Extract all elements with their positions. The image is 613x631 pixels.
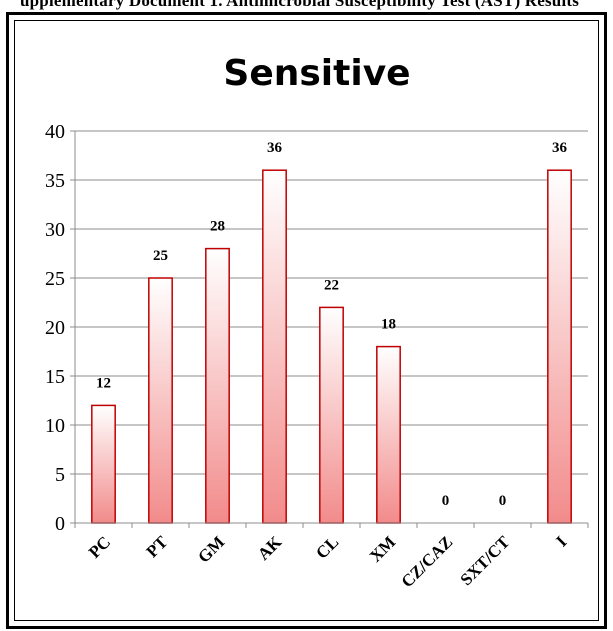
data-label: 25 [153,248,168,264]
bar-xm [376,345,401,524]
x-tick-label: PT [143,532,172,561]
data-labels: 12 25 28 36 22 18 0 0 36 [96,140,568,509]
bar-pc [91,404,116,524]
y-axis-ticks: 0 5 10 15 20 25 30 35 40 [45,121,75,535]
data-label: 18 [381,317,396,333]
x-tick-label: PC [85,532,114,561]
bar-cl [319,306,344,524]
bar-i [547,169,572,524]
data-label: 36 [267,140,283,156]
y-tick-label: 5 [55,464,65,486]
caption-strip: upplementary Document 1. Antimicrobial S… [0,0,613,14]
data-label: 0 [499,493,507,509]
bar-gm [205,247,230,524]
data-label: 28 [210,219,225,235]
x-tick-label: AK [254,532,286,564]
x-tick-label: CL [312,532,342,562]
x-tick-label: XM [366,532,399,565]
chart-frame-inner [14,20,599,621]
chart-frame-outer [6,12,607,629]
x-tick-label: GM [194,532,228,566]
data-label: 12 [96,375,111,391]
x-tick-label: SXT/CT [456,532,513,589]
bars [91,169,572,524]
y-tick-label: 20 [45,317,65,339]
y-tick-label: 30 [45,219,65,241]
data-label: 36 [552,140,568,156]
y-tick-label: 35 [45,170,65,192]
y-tick-label: 0 [55,513,65,535]
y-tick-label: 15 [45,366,65,388]
chart-title: Sensitive [223,53,410,94]
bar-pt [148,277,173,524]
x-tick-label: CZ/CAZ [397,532,456,591]
x-tick-label: I [552,532,570,550]
y-tick-label: 40 [45,121,65,143]
figure-caption: upplementary Document 1. Antimicrobial S… [20,0,580,10]
data-label: 22 [324,277,339,293]
bar-ak [262,169,287,524]
data-label: 0 [442,493,450,509]
y-tick-label: 10 [45,415,65,437]
y-tick-label: 25 [45,268,65,290]
